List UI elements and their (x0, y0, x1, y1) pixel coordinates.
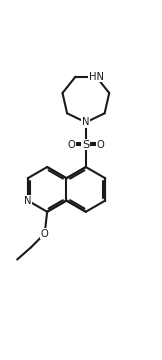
Text: N: N (24, 195, 32, 206)
Text: N: N (82, 117, 90, 127)
Text: S: S (82, 140, 89, 150)
Text: O: O (97, 140, 105, 150)
Text: O: O (67, 140, 75, 150)
Text: O: O (41, 229, 49, 239)
Text: HN: HN (89, 72, 104, 82)
